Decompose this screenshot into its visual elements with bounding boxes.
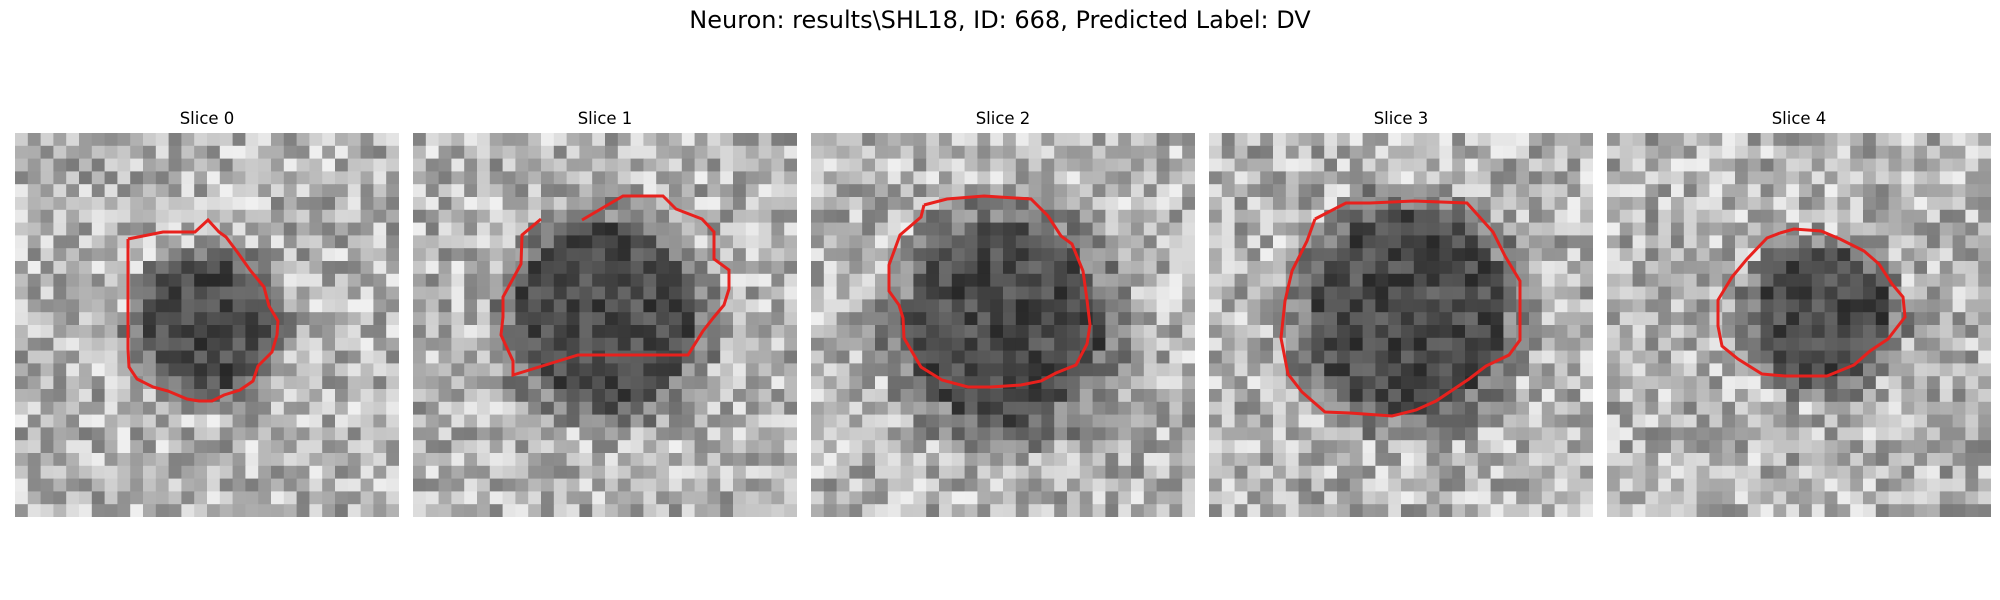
- slice-panel-3: Slice 3: [1209, 108, 1593, 517]
- neuron-contour: [887, 194, 1092, 389]
- neuron-contour: [1279, 199, 1522, 418]
- slice-image: [413, 133, 797, 517]
- slice-panel-0: Slice 0: [15, 108, 399, 517]
- grayscale-pixels: [811, 133, 1195, 517]
- slice-image: [1209, 133, 1593, 517]
- slice-image: [1607, 133, 1991, 517]
- slice-title: Slice 0: [179, 109, 235, 128]
- slice-panel-4: Slice 4: [1607, 108, 1991, 517]
- neuron-contour: [1716, 227, 1907, 378]
- slice-panel-1: Slice 1: [413, 108, 797, 517]
- slice-panel-2: Slice 2: [811, 108, 1195, 517]
- figure-title: Neuron: results\SHL18, ID: 668, Predicte…: [689, 6, 1311, 34]
- slice-title: Slice 3: [1373, 109, 1429, 128]
- grayscale-pixels: [1209, 133, 1593, 517]
- slice-title: Slice 1: [577, 109, 633, 128]
- grayscale-pixels: [1607, 133, 1991, 517]
- neuron-contour: [126, 217, 280, 403]
- slice-image: [811, 133, 1195, 517]
- grayscale-pixels: [15, 133, 399, 517]
- slice-image: [15, 133, 399, 517]
- slice-title: Slice 4: [1771, 109, 1827, 128]
- grayscale-pixels: [413, 133, 797, 517]
- slice-title: Slice 2: [975, 109, 1031, 128]
- neuron-contour: [499, 194, 731, 378]
